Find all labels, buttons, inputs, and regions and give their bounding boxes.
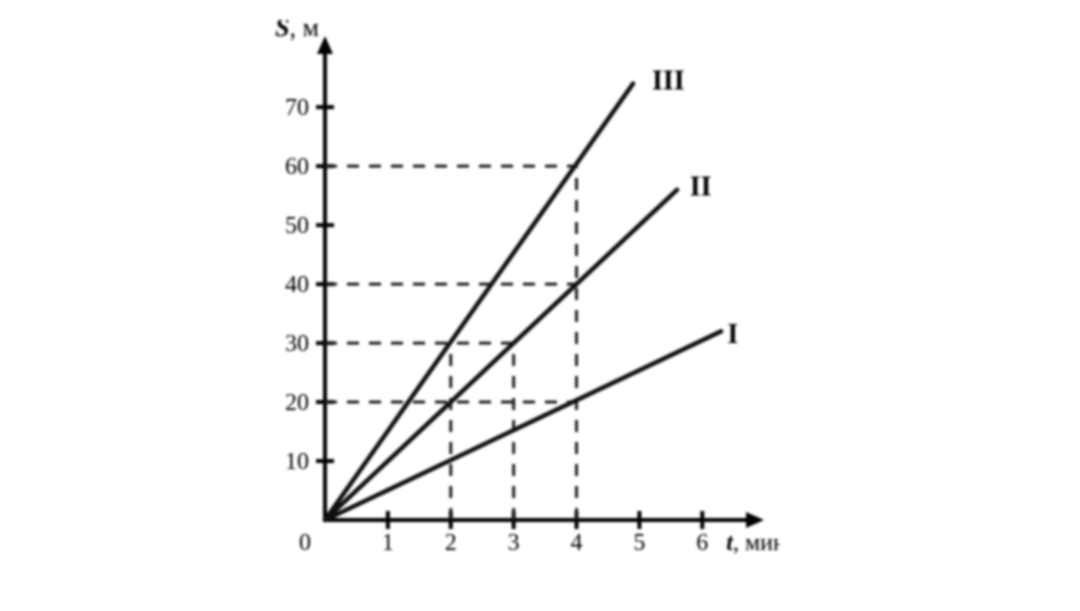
y-tick-label: 70	[285, 95, 309, 121]
x-axis-arrow	[746, 512, 764, 528]
y-axis-arrow	[317, 36, 333, 54]
y-tick-label: 40	[285, 272, 309, 298]
y-tick-label: 20	[285, 390, 309, 416]
chart-svg: 102030405060701234560S, мt, минIIIIII	[240, 20, 780, 580]
series-line	[325, 331, 721, 520]
x-tick-label: 4	[571, 530, 583, 556]
x-tick-label: 2	[445, 530, 457, 556]
y-tick-label: 30	[285, 331, 309, 357]
x-axis-label: t, мин	[726, 530, 780, 556]
x-tick-label: 1	[382, 530, 394, 556]
series-line	[325, 84, 633, 520]
series-label: I	[727, 319, 738, 350]
x-tick-label: 6	[696, 530, 708, 556]
y-axis-label: S, м	[275, 20, 319, 42]
series-label: II	[690, 172, 712, 203]
y-tick-label: 10	[285, 449, 309, 475]
y-tick-label: 50	[285, 213, 309, 239]
x-tick-label: 3	[508, 530, 520, 556]
x-tick-label: 5	[633, 530, 645, 556]
distance-time-chart: 102030405060701234560S, мt, минIIIIII	[240, 20, 780, 580]
series-label: III	[652, 65, 685, 96]
series-line	[325, 190, 677, 520]
origin-label: 0	[299, 530, 311, 556]
y-tick-label: 60	[285, 154, 309, 180]
